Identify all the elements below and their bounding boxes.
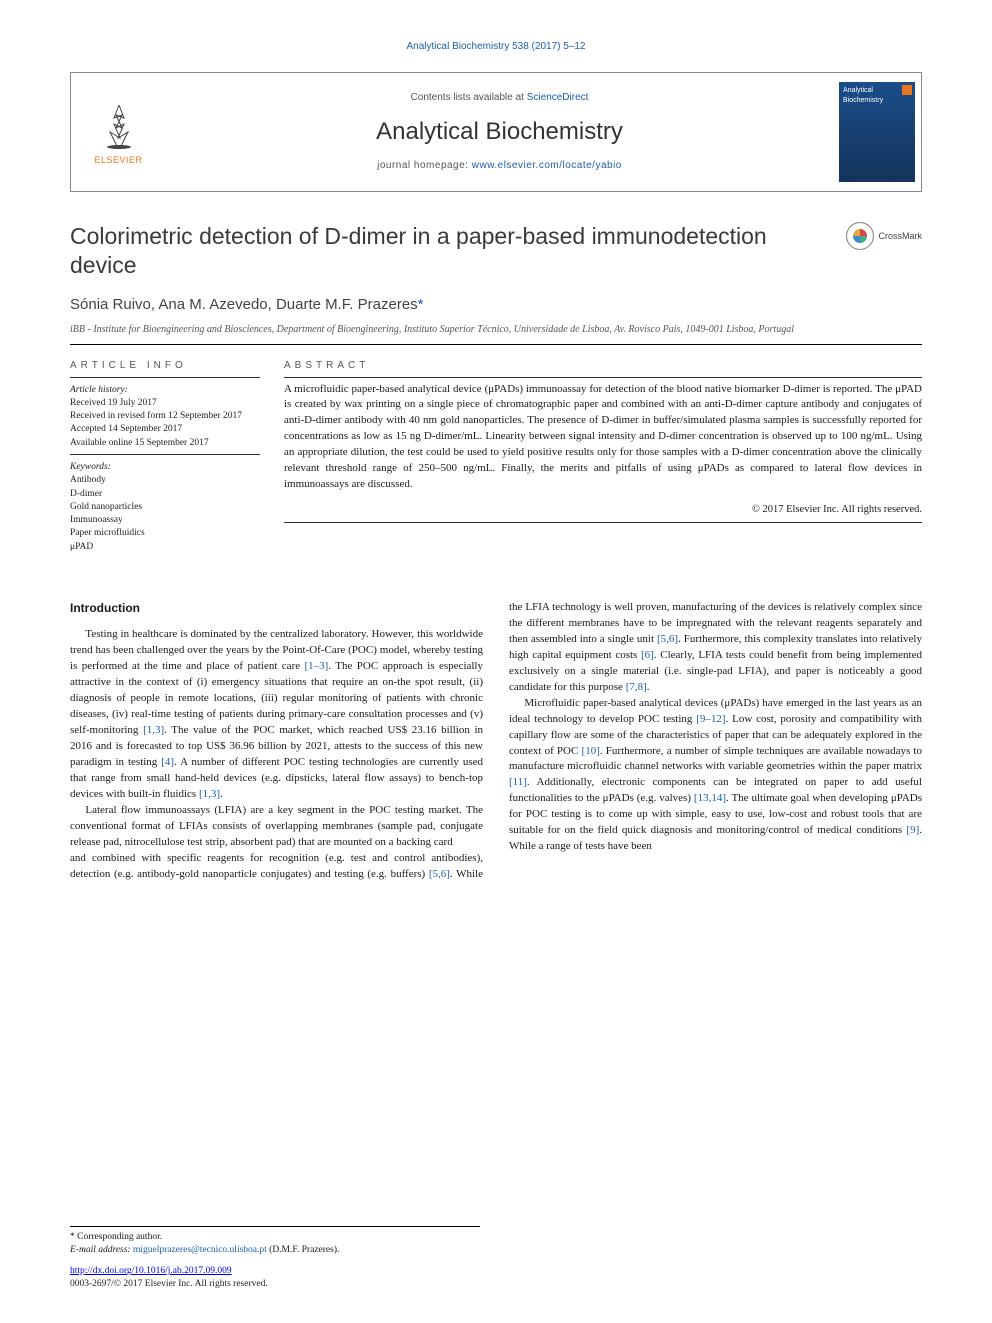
keyword-item: μPAD [70, 541, 260, 554]
contents-line: Contents lists available at ScienceDirec… [411, 91, 589, 105]
thin-rule [70, 377, 260, 378]
citation-link[interactable]: [13,14] [694, 792, 726, 804]
journal-cover-thumb: Analytical Biochemistry [839, 82, 915, 182]
keyword-item: Paper microfluidics [70, 527, 260, 540]
email-line: E-mail address: miguelprazeres@tecnico.u… [70, 1244, 480, 1257]
paper-title: Colorimetric detection of D-dimer in a p… [70, 222, 800, 280]
body-text: Lateral flow immunoassays (LFIA) are a k… [70, 804, 483, 848]
thin-rule [284, 377, 922, 378]
keyword-item: Immunoassay [70, 514, 260, 527]
corresponding-author-note: * Corresponding author. [70, 1231, 480, 1244]
received-line: Received 19 July 2017 [70, 397, 260, 410]
email-paren: (D.M.F. Prazeres). [267, 1245, 340, 1255]
article-info-col: ARTICLE INFO Article history: Received 1… [70, 359, 260, 555]
masthead-center: Contents lists available at ScienceDirec… [166, 73, 833, 191]
author-list: Sónia Ruivo, Ana M. Azevedo, Duarte M.F.… [70, 294, 922, 315]
citation-link[interactable]: [7,8] [626, 681, 647, 693]
doi-link[interactable]: http://dx.doi.org/10.1016/j.ab.2017.09.0… [70, 1266, 232, 1276]
crossmark-widget[interactable]: CrossMark [846, 222, 922, 250]
thin-rule [284, 522, 922, 523]
history-label: Article history: [70, 384, 260, 397]
body-paragraph: Lateral flow immunoassays (LFIA) are a k… [70, 803, 483, 851]
doi-block: http://dx.doi.org/10.1016/j.ab.2017.09.0… [70, 1265, 268, 1291]
title-block: Colorimetric detection of D-dimer in a p… [70, 222, 922, 280]
journal-title: Analytical Biochemistry [376, 115, 623, 149]
publisher-label: ELSEVIER [94, 154, 142, 167]
citation-link[interactable]: [6] [641, 649, 654, 661]
meta-row: ARTICLE INFO Article history: Received 1… [70, 359, 922, 555]
cover-publisher-mark [902, 85, 912, 95]
keyword-item: Antibody [70, 474, 260, 487]
elsevier-tree-icon [91, 97, 146, 152]
abstract-text: A microfluidic paper-based analytical de… [284, 382, 922, 494]
thin-rule [70, 454, 260, 455]
rights-line: 0003-2697/© 2017 Elsevier Inc. All right… [70, 1279, 268, 1289]
citation-link[interactable]: [10] [582, 745, 600, 757]
contents-prefix: Contents lists available at [411, 92, 527, 103]
revised-line: Received in revised form 12 September 20… [70, 410, 260, 423]
body-paragraph: Microfluidic paper-based analytical devi… [509, 696, 922, 855]
authors-text: Sónia Ruivo, Ana M. Azevedo, Duarte M.F.… [70, 296, 418, 313]
divider-rule [70, 344, 922, 345]
accepted-line: Accepted 14 September 2017 [70, 423, 260, 436]
affiliation: iBB - Institute for Bioengineering and B… [70, 323, 922, 336]
homepage-prefix: journal homepage: [377, 160, 472, 171]
article-info-heading: ARTICLE INFO [70, 359, 260, 373]
keywords-list: Antibody D-dimer Gold nanoparticles Immu… [70, 474, 260, 554]
citation-link[interactable]: [9] [906, 824, 919, 836]
citation-link[interactable]: [11] [509, 776, 527, 788]
citation-link[interactable]: [5,6] [429, 868, 450, 880]
online-line: Available online 15 September 2017 [70, 437, 260, 450]
citation-link[interactable]: [5,6] [657, 633, 678, 645]
body-paragraph: Testing in healthcare is dominated by th… [70, 627, 483, 802]
publisher-block: ELSEVIER [71, 73, 166, 191]
email-label: E-mail address: [70, 1245, 133, 1255]
keyword-item: Gold nanoparticles [70, 501, 260, 514]
crossmark-icon [846, 222, 874, 250]
sciencedirect-link[interactable]: ScienceDirect [527, 92, 589, 103]
citation-link[interactable]: [1,3] [143, 724, 164, 736]
crossmark-label: CrossMark [878, 230, 922, 243]
citation-link[interactable]: [9–12] [696, 713, 725, 725]
keyword-item: D-dimer [70, 488, 260, 501]
keywords-label: Keywords: [70, 461, 260, 474]
running-head: Analytical Biochemistry 538 (2017) 5–12 [70, 40, 922, 54]
journal-masthead: ELSEVIER Contents lists available at Sci… [70, 72, 922, 192]
body-text: and combined with specific reagents for … [70, 852, 483, 880]
body-columns: Introduction Testing in healthcare is do… [70, 600, 922, 882]
homepage-link[interactable]: www.elsevier.com/locate/yabio [472, 160, 622, 171]
body-text: . [220, 788, 223, 800]
abstract-col: ABSTRACT A microfluidic paper-based anal… [284, 359, 922, 555]
section-heading-introduction: Introduction [70, 600, 483, 617]
abstract-heading: ABSTRACT [284, 359, 922, 373]
cover-thumb-wrap: Analytical Biochemistry [833, 73, 921, 191]
cover-title: Analytical Biochemistry [843, 87, 883, 104]
homepage-line: journal homepage: www.elsevier.com/locat… [377, 159, 622, 173]
author-email-link[interactable]: miguelprazeres@tecnico.ulisboa.pt [133, 1245, 267, 1255]
citation-link[interactable]: [1–3] [305, 660, 329, 672]
footnotes: * Corresponding author. E-mail address: … [70, 1226, 480, 1257]
body-text: . [647, 681, 650, 693]
citation-link[interactable]: [4] [161, 756, 174, 768]
abstract-copyright: © 2017 Elsevier Inc. All rights reserved… [284, 503, 922, 518]
corresponding-marker: * [418, 296, 424, 313]
citation-link[interactable]: [1,3] [199, 788, 220, 800]
